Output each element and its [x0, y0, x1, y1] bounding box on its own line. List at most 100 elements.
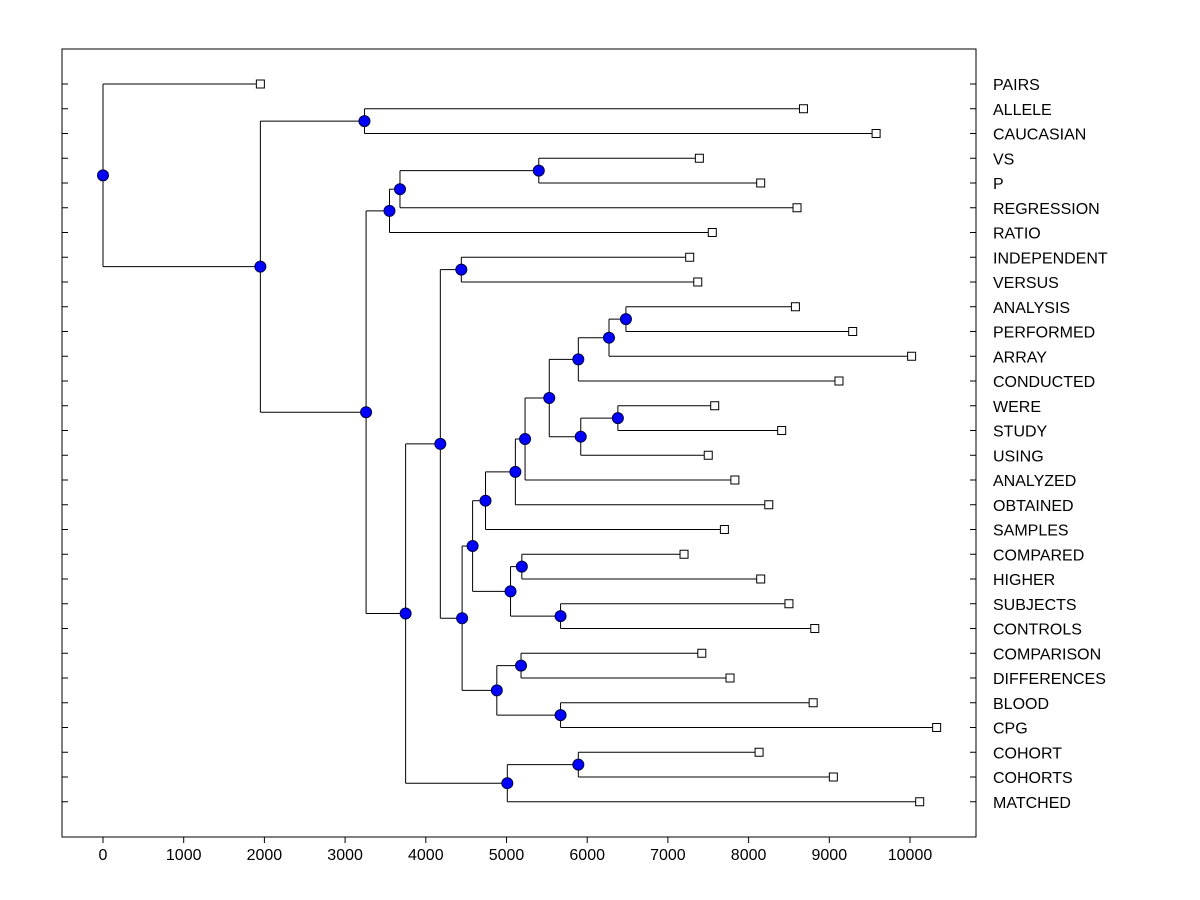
- node-marker-n_root: [97, 169, 109, 182]
- node-marker-n_compared_subjects: [504, 585, 517, 598]
- leaf-marker-caucasian: [871, 129, 881, 138]
- leaf-marker-performed: [848, 327, 858, 336]
- leaf-marker-vs: [694, 153, 704, 163]
- node-marker-n_big_b: [456, 612, 469, 625]
- leaf-label-matched: MATCHED: [993, 795, 1071, 812]
- leaf-label-controls: CONTROLS: [993, 622, 1082, 639]
- leaf-label-blood: BLOOD: [993, 696, 1049, 713]
- leaf-label-higher: HIGHER: [993, 572, 1055, 589]
- leaf-marker-using: [703, 450, 713, 460]
- node-marker-n_comparison_differences: [515, 659, 528, 672]
- node-marker-n_matched: [501, 777, 514, 790]
- x-tick-label: 0: [99, 847, 108, 864]
- node-marker-n_array: [602, 331, 615, 344]
- x-tick-label: 1000: [166, 847, 202, 864]
- leaf-label-ratio: RATIO: [993, 226, 1041, 243]
- node-marker-n_compared_higher: [515, 560, 528, 573]
- node-marker-n_conducted_using: [543, 392, 556, 405]
- leaf-label-cpg: CPG: [993, 721, 1028, 738]
- leaf-label-vs: VS: [993, 151, 1014, 168]
- node-marker-n_comp_blood: [490, 684, 503, 697]
- leaf-label-analysis: ANALYSIS: [993, 300, 1070, 317]
- leaf-marker-subjects: [784, 599, 794, 609]
- leaf-label-independent: INDEPENDENT: [993, 250, 1108, 267]
- x-tick-label: 6000: [569, 847, 605, 864]
- node-marker-n_using: [574, 430, 587, 443]
- leaf-marker-layer: [255, 79, 942, 807]
- leaf-label-comparison: COMPARISON: [993, 646, 1101, 663]
- leaf-label-array: ARRAY: [993, 349, 1047, 366]
- node-marker-n_cohort_cohorts: [572, 758, 585, 771]
- leaf-marker-compared: [679, 549, 689, 559]
- node-marker-n_blood_cpg: [554, 709, 567, 722]
- leaf-label-p: P: [993, 176, 1004, 193]
- node-marker-n_independent_versus: [455, 263, 468, 276]
- x-tick-label: 2000: [247, 847, 283, 864]
- node-marker-n_main: [360, 406, 373, 419]
- x-tick-label: 7000: [650, 847, 686, 864]
- node-marker-n_lower: [399, 607, 412, 620]
- leaf-label-allele: ALLELE: [993, 102, 1052, 119]
- leaf-marker-comparison: [697, 648, 707, 658]
- node-marker-n_vsp_regression: [393, 183, 406, 196]
- leaf-label-analyzed: ANALYZED: [993, 473, 1076, 490]
- leaf-marker-cpg: [932, 723, 942, 732]
- leaf-marker-matched: [915, 797, 925, 807]
- node-marker-n_obtained: [509, 465, 522, 478]
- leaf-label-compared: COMPARED: [993, 547, 1084, 564]
- x-tick-label: 9000: [812, 847, 848, 864]
- leaf-label-layer: PAIRS ALLELE CAUCASIAN VS P REGRESSION RATIO IN…: [993, 77, 1108, 812]
- leaf-marker-analysis: [790, 302, 800, 312]
- leaf-label-subjects: SUBJECTS: [993, 597, 1077, 614]
- leaf-marker-controls: [810, 624, 820, 633]
- leaf-marker-samples: [719, 525, 729, 534]
- leaf-label-regression: REGRESSION: [993, 201, 1100, 218]
- leaf-marker-differences: [725, 673, 735, 683]
- node-marker-n_vs_p: [532, 164, 545, 177]
- node-marker-n_subjects_controls: [554, 610, 567, 623]
- leaf-label-samples: SAMPLES: [993, 523, 1069, 540]
- axis-tick-layer: 0 1000 2000 3000 4000 5000 6000 7000 8000 9000 100…: [62, 83, 976, 864]
- leaf-marker-ratio: [707, 228, 717, 237]
- node-marker-n_allele_caucasian: [358, 115, 371, 128]
- node-marker-n_ratio: [383, 204, 396, 217]
- leaf-marker-pairs: [255, 79, 265, 89]
- node-marker-n_analyzed: [519, 433, 532, 446]
- leaf-label-pairs: PAIRS: [993, 77, 1040, 94]
- leaf-label-performed: PERFORMED: [993, 325, 1095, 342]
- leaf-label-using: USING: [993, 448, 1044, 465]
- x-tick-label: 10000: [888, 847, 933, 864]
- leaf-marker-obtained: [764, 500, 774, 510]
- link-layer: [102, 83, 937, 803]
- leaf-marker-versus: [693, 277, 703, 287]
- leaf-marker-study: [777, 426, 787, 435]
- node-marker-n_samples: [479, 494, 492, 507]
- node-marker-n_second: [254, 260, 267, 273]
- node-marker-layer: [97, 115, 632, 790]
- leaf-marker-blood: [808, 698, 818, 708]
- node-marker-n_big_a: [466, 540, 479, 553]
- leaf-marker-regression: [792, 203, 802, 213]
- leaf-label-cohort: COHORT: [993, 745, 1062, 762]
- leaf-label-caucasian: CAUCASIAN: [993, 127, 1086, 144]
- leaf-marker-cohorts: [828, 772, 838, 782]
- x-tick-label: 4000: [408, 847, 444, 864]
- leaf-label-conducted: CONDUCTED: [993, 374, 1095, 391]
- node-marker-n_conducted: [572, 353, 585, 366]
- leaf-marker-were: [710, 401, 720, 411]
- leaf-marker-conducted: [834, 376, 844, 386]
- x-tick-label: 3000: [327, 847, 363, 864]
- leaf-marker-analyzed: [730, 475, 740, 485]
- node-marker-n_analysis_performed: [619, 313, 632, 326]
- leaf-marker-independent: [685, 252, 695, 262]
- leaf-marker-higher: [756, 574, 766, 584]
- leaf-label-versus: VERSUS: [993, 275, 1059, 292]
- node-marker-n_indep_bigb: [434, 437, 447, 450]
- leaf-label-study: STUDY: [993, 424, 1048, 441]
- leaf-label-were: WERE: [993, 399, 1041, 416]
- node-marker-n_were_study: [611, 412, 624, 425]
- plot-frame: [61, 48, 977, 838]
- leaf-marker-p: [756, 178, 766, 188]
- leaf-marker-array: [907, 351, 917, 361]
